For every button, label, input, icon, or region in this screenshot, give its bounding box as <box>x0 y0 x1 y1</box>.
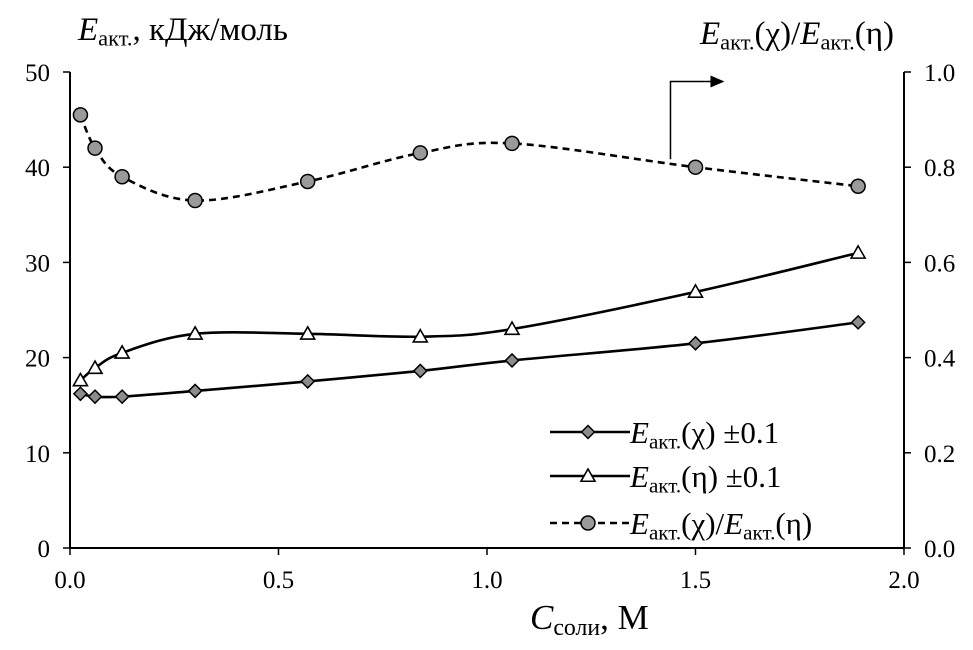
point-chi <box>850 314 866 330</box>
point-eta <box>299 325 317 340</box>
point-chi <box>187 383 203 399</box>
y-tick-label: 10 <box>25 441 50 468</box>
x-tick-label: 2.0 <box>888 567 919 594</box>
point-ratio <box>72 107 89 123</box>
point-eta <box>687 283 704 298</box>
legend-entry-chi: Eакт.(χ) ±0.1 <box>630 415 780 454</box>
arrow-head-icon <box>710 75 725 88</box>
point-ratio <box>114 168 130 185</box>
x-tick-label: 0.0 <box>54 567 85 594</box>
point-chi <box>412 363 428 379</box>
point-ratio <box>412 145 429 161</box>
legend-entry-ratio: Eакт.(χ)/Eакт.(η) <box>630 506 813 545</box>
series-line-eta <box>79 251 859 382</box>
y-axis-label: Eакт., кДж/моль <box>78 12 288 51</box>
legend-marker-eta <box>579 467 597 483</box>
point-chi <box>114 389 130 405</box>
series-line-chi <box>80 321 859 399</box>
y2-tick-label: 0.2 <box>924 441 955 468</box>
point-chi <box>87 389 103 405</box>
point-chi <box>72 386 88 402</box>
legend-marker-ratio <box>580 515 596 531</box>
point-ratio <box>504 135 520 152</box>
y-tick-label: 50 <box>25 60 50 87</box>
y2-tick-label: 0.8 <box>924 155 955 182</box>
y-tick-label: 30 <box>25 250 50 277</box>
point-chi <box>504 352 520 369</box>
y-tick-label: 40 <box>25 155 50 182</box>
right-axis-arrow <box>669 80 715 160</box>
y2-tick-label: 1.0 <box>924 60 955 87</box>
point-eta <box>849 244 867 259</box>
point-eta <box>86 359 104 375</box>
y2-tick-label: 0.0 <box>924 536 955 563</box>
point-ratio <box>687 159 704 175</box>
point-eta <box>113 344 131 359</box>
x-tick-label: 0.5 <box>263 567 294 594</box>
x-tick-label: 1.0 <box>471 567 502 594</box>
point-ratio <box>299 173 316 190</box>
legend-marker-chi <box>580 424 596 440</box>
point-ratio <box>850 178 866 194</box>
point-chi <box>687 335 704 351</box>
point-eta <box>411 328 429 343</box>
point-eta <box>72 371 89 387</box>
x-axis-label: Cсоли, М <box>530 598 649 641</box>
series-line-ratio <box>79 114 859 202</box>
x-tick-label: 1.5 <box>680 567 711 594</box>
point-ratio <box>87 140 103 156</box>
y2-tick-label: 0.4 <box>924 346 956 373</box>
point-ratio <box>187 192 203 209</box>
y2-tick-label: 0.6 <box>924 250 955 277</box>
point-eta <box>503 320 521 336</box>
y-tick-label: 20 <box>25 346 50 373</box>
legend-entry-eta: Eакт.(η) ±0.1 <box>630 459 782 498</box>
point-eta <box>186 325 204 340</box>
y-tick-label: 0 <box>38 536 51 563</box>
y2-axis-label: Eакт.(χ)/Eакт.(η) <box>700 16 894 55</box>
point-chi <box>300 373 316 389</box>
